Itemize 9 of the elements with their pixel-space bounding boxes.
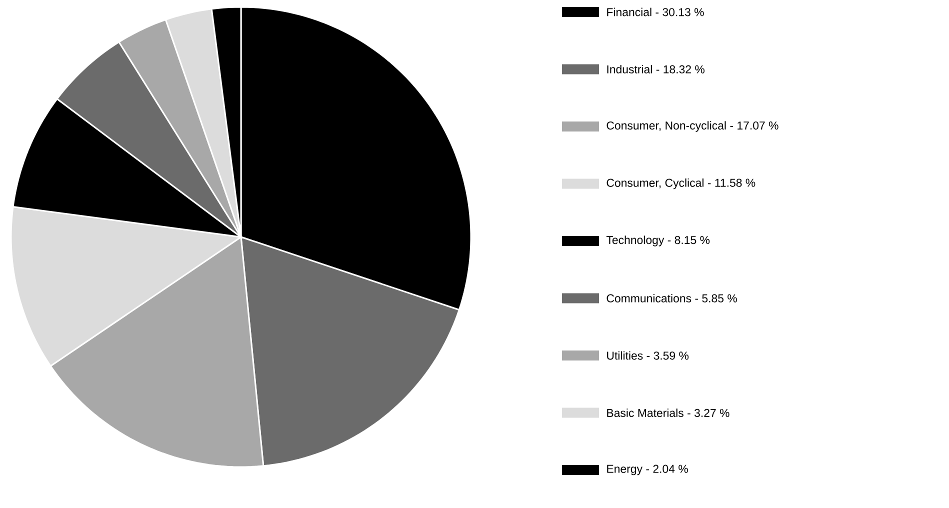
legend-label: Communications - 5.85 %	[606, 294, 737, 302]
legend-label: Financial - 30.13 %	[607, 8, 704, 16]
legend-label: Technology - 8.15 %	[606, 236, 710, 246]
legend-label: Industrial - 18.32 %	[607, 64, 704, 74]
legend-label: Utilities - 3.59 %	[607, 351, 689, 360]
legend-label: Consumer, Cyclical - 11.58 %	[606, 178, 756, 190]
legend-label: Energy - 2.04 %	[607, 464, 688, 476]
legend-label: Basic Materials - 3.27 %	[607, 408, 730, 418]
legend-label: Consumer, Non-cyclical - 17.07 %	[606, 121, 778, 132]
